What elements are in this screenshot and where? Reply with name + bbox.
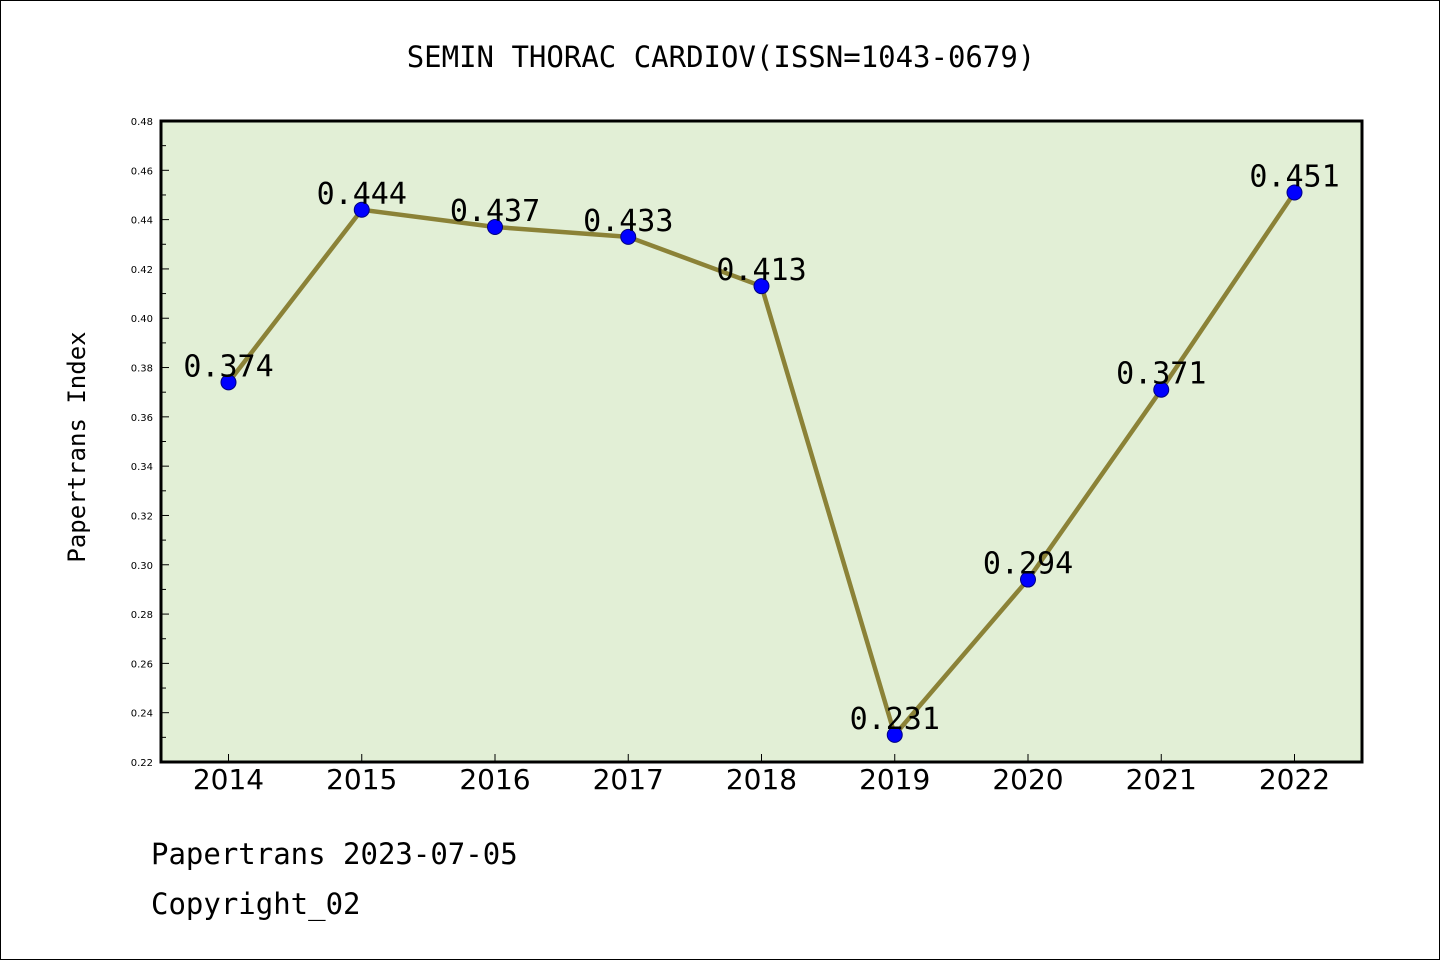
y-tick-label: 0.36 [131,413,153,424]
data-label: 0.371 [1116,357,1206,392]
data-point [1020,571,1036,588]
chart-title: SEMIN THORAC CARDIOV(ISSN=1043-0679) [407,40,1036,74]
data-label: 0.231 [850,702,940,737]
data-labels: 0.374 0.444 0.437 0.433 0.413 0.231 0.294 0.371… [183,159,1339,736]
plot-area [159,119,1364,764]
x-tick-label: 2019 [859,763,930,796]
y-tick-label: 0.34 [131,462,153,473]
footer-copyright: Copyright_02 [151,887,361,921]
y-tick-label: 0.26 [131,659,153,670]
x-tick-label: 2022 [1259,763,1330,796]
footer-date: Papertrans 2023-07-05 [151,837,518,871]
y-tick-label: 0.22 [131,758,153,769]
data-label: 0.451 [1249,159,1339,194]
data-point [620,228,637,245]
data-point [753,278,770,295]
y-tick-label: 0.28 [131,610,153,621]
x-tick-label: 2016 [459,763,530,796]
y-axis-label: Papertrans Index [63,331,91,562]
data-label: 0.444 [317,177,407,212]
x-tick-label: 2014 [193,763,264,796]
data-label: 0.374 [183,349,273,384]
data-label: 0.413 [716,253,806,288]
x-tick-label: 2018 [726,763,797,796]
data-point [220,374,237,391]
x-tick-label: 2020 [992,763,1063,796]
data-label: 0.437 [450,194,540,229]
y-tick-label: 0.42 [131,265,153,276]
data-point [1153,381,1170,398]
x-tick-label: 2015 [326,763,397,796]
data-point [1286,184,1303,201]
data-point [487,219,503,236]
y-tick-label: 0.46 [131,166,153,177]
data-point [353,201,370,218]
y-tick-label: 0.48 [131,117,153,128]
series-layer [220,184,1303,743]
y-tick-label: 0.38 [131,364,153,375]
x-axis: 2014 2015 2016 2017 2018 2019 2020 2021 2022 [193,754,1330,796]
data-point [886,726,903,743]
y-tick-label: 0.44 [131,216,153,227]
y-tick-label: 0.24 [131,709,153,720]
data-label: 0.433 [583,204,673,239]
data-label: 0.294 [983,547,1073,582]
y-axis: 0.22 0.24 0.26 0.28 0.30 0.32 0.34 0.36 0.38 0.40… [131,117,169,769]
x-tick-label: 2021 [1126,763,1197,796]
y-tick-label: 0.32 [131,511,153,522]
x-tick-label: 2017 [593,763,664,796]
y-tick-label: 0.30 [131,561,153,572]
y-tick-label: 0.40 [131,314,153,325]
